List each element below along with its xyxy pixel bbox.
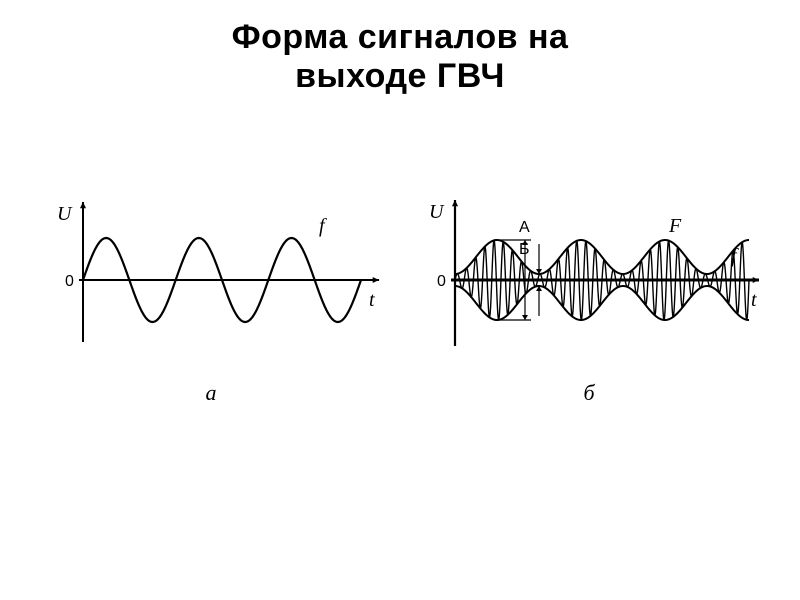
title-line-1: Форма сигналов на	[0, 18, 800, 57]
page-title: Форма сигналов на выходе ГВЧ	[0, 0, 800, 96]
chart-a-wrap: Ut 0 f а	[31, 190, 391, 406]
page: Форма сигналов на выходе ГВЧ Ut 0 f а Ut 0 F…	[0, 0, 800, 600]
svg-text:0: 0	[437, 273, 446, 290]
title-line-2: выходе ГВЧ	[0, 57, 800, 96]
chart-a: Ut 0 f	[31, 190, 391, 370]
chart-b: Ut 0 Ff АБ	[409, 190, 769, 370]
svg-text:f: f	[319, 215, 327, 237]
svg-text:Б: Б	[519, 241, 530, 258]
svg-text:U: U	[57, 203, 73, 225]
chart-a-sublabel: а	[206, 380, 217, 406]
svg-text:А: А	[519, 219, 530, 236]
chart-b-sublabel: б	[583, 380, 594, 406]
svg-text:f: f	[731, 245, 739, 267]
chart-b-wrap: Ut 0 Ff АБ б	[409, 190, 769, 406]
svg-text:U: U	[429, 201, 445, 223]
svg-text:t: t	[369, 289, 375, 311]
charts-row: Ut 0 f а Ut 0 Ff АБ б	[0, 190, 800, 406]
svg-text:F: F	[668, 215, 682, 237]
svg-text:0: 0	[65, 273, 74, 290]
svg-text:t: t	[751, 289, 757, 311]
